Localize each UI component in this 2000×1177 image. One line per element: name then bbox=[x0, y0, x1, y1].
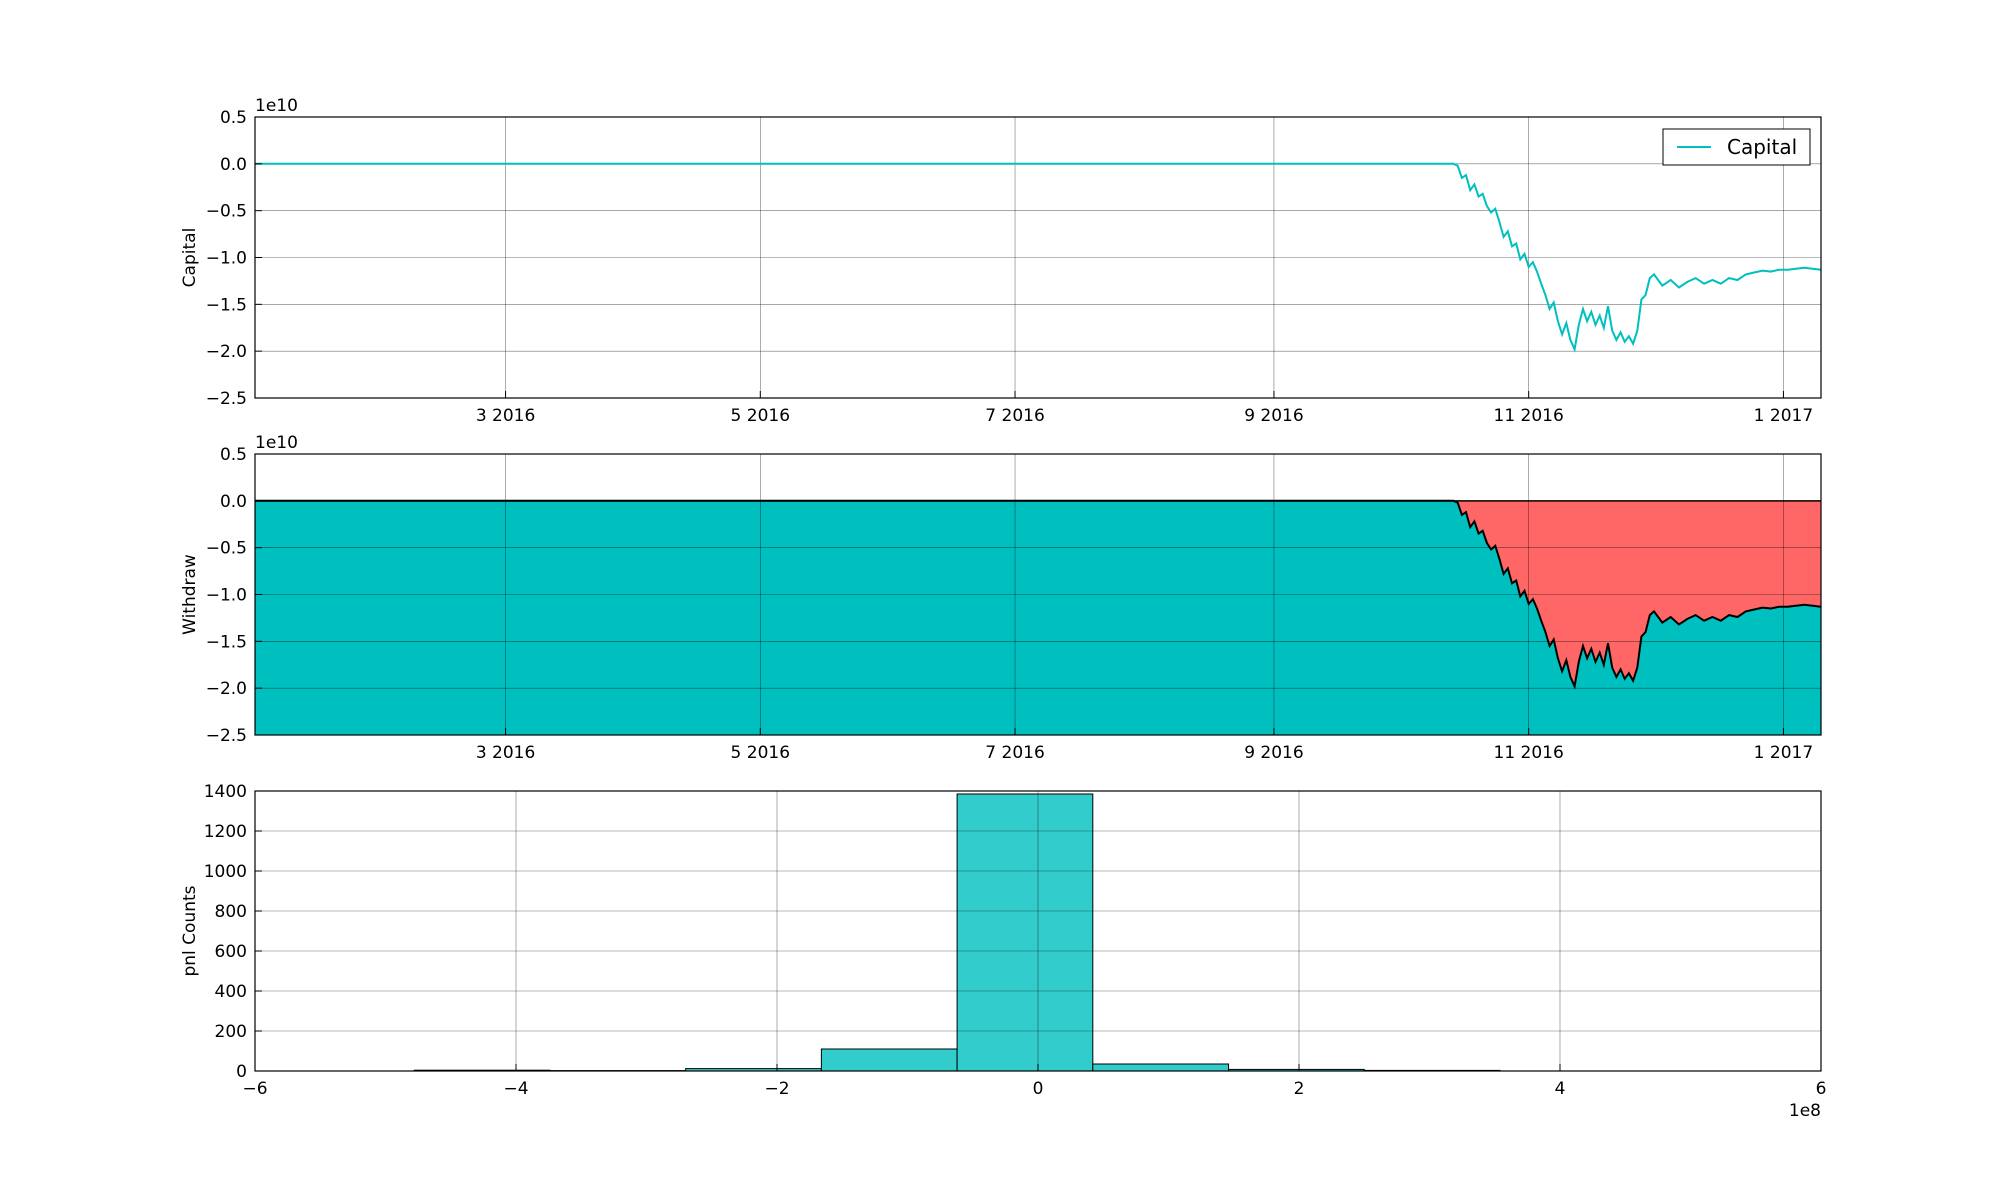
p2-xtick-label-3: 9 2016 bbox=[1244, 743, 1303, 763]
p3-xtick-label-0: −6 bbox=[242, 1079, 267, 1099]
capital-ticks: 0.5 0.0 −0.5 −1.0 −1.5 −2.0 −2.5 3 2016 5 2016 7 … bbox=[206, 108, 1813, 426]
p1-ytick-label-4: −1.5 bbox=[206, 295, 247, 315]
p1-ytick-label-6: −2.5 bbox=[206, 389, 247, 409]
capital-grid bbox=[255, 116, 1821, 399]
withdraw-ylabel: Withdraw bbox=[180, 554, 200, 635]
p2-xtick-label-1: 5 2016 bbox=[731, 743, 790, 763]
p1-xtick-label-0: 3 2016 bbox=[476, 406, 535, 426]
capital-series-line bbox=[255, 162, 1822, 353]
p3-ytick-label-3: 600 bbox=[215, 942, 247, 962]
p2-ytick-label-0: 0.5 bbox=[220, 445, 247, 465]
withdraw-series-line bbox=[255, 499, 1822, 690]
withdraw-fill-above bbox=[255, 500, 1821, 687]
withdraw-chart: 0.5 0.0 −0.5 −1.0 −1.5 −2.0 −2.5 3 2016 5 2016 7 … bbox=[180, 433, 1822, 763]
p3-xtick-label-5: 4 bbox=[1555, 1079, 1566, 1099]
p3-xtick-label-1: −4 bbox=[503, 1079, 528, 1099]
legend-label-capital: Capital bbox=[1727, 135, 1797, 159]
p2-xtick-label-5: 1 2017 bbox=[1754, 743, 1813, 763]
p3-ytick-label-5: 1000 bbox=[204, 862, 247, 882]
p1-xtick-label-4: 11 2016 bbox=[1494, 406, 1564, 426]
p2-xtick-label-0: 3 2016 bbox=[476, 743, 535, 763]
pnl-ticks: 0 200 400 600 800 1000 1200 1400 −6 −4 −2 0 2 4 6 bbox=[204, 782, 1827, 1099]
capital-ylabel: Capital bbox=[180, 228, 200, 288]
withdraw-ticks: 0.5 0.0 −0.5 −1.0 −1.5 −2.0 −2.5 3 2016 5 2016 7 … bbox=[206, 445, 1813, 763]
pnl-bar-3 bbox=[820, 1048, 958, 1072]
p2-ytick-label-5: −2.0 bbox=[206, 679, 247, 699]
capital-chart: 0.5 0.0 −0.5 −1.0 −1.5 −2.0 −2.5 3 2016 5 2016 7 … bbox=[180, 96, 1822, 426]
capital-legend: Capital bbox=[1662, 128, 1811, 166]
p1-xtick-label-2: 7 2016 bbox=[985, 406, 1044, 426]
p2-ytick-label-1: 0.0 bbox=[220, 492, 247, 512]
pnl-bars bbox=[413, 793, 1501, 1072]
p1-xtick-label-1: 5 2016 bbox=[731, 406, 790, 426]
pnl-ylabel: pnl Counts bbox=[180, 885, 200, 976]
p3-ytick-label-2: 400 bbox=[215, 982, 247, 1002]
capital-marks bbox=[255, 162, 1822, 353]
p2-ytick-label-2: −0.5 bbox=[206, 539, 247, 559]
legend-box bbox=[1662, 128, 1811, 166]
pnl-bar-4 bbox=[956, 793, 1094, 1072]
p1-ytick-label-0: 0.5 bbox=[220, 108, 247, 128]
p3-ytick-label-0: 0 bbox=[236, 1062, 247, 1082]
pnl-grid bbox=[254, 790, 1822, 1072]
pnl-bar-5 bbox=[1092, 1063, 1230, 1072]
p1-ytick-label-1: 0.0 bbox=[220, 155, 247, 175]
withdraw-offset-text: 1e10 bbox=[255, 433, 298, 453]
p3-ytick-label-7: 1400 bbox=[204, 782, 247, 802]
p2-ytick-label-3: −1.0 bbox=[206, 586, 247, 606]
p2-xtick-label-4: 11 2016 bbox=[1494, 743, 1564, 763]
p3-xtick-label-6: 6 bbox=[1816, 1079, 1827, 1099]
p3-ytick-label-6: 1200 bbox=[204, 822, 247, 842]
p1-xtick-label-3: 9 2016 bbox=[1244, 406, 1303, 426]
withdraw-fill-below bbox=[255, 500, 1821, 735]
p1-ytick-label-2: −0.5 bbox=[206, 202, 247, 222]
p2-ytick-label-4: −1.5 bbox=[206, 632, 247, 652]
p3-ytick-label-1: 200 bbox=[215, 1022, 247, 1042]
pnl-offset-text: 1e8 bbox=[1789, 1101, 1821, 1121]
p3-xtick-label-2: −2 bbox=[764, 1079, 789, 1099]
capital-offset-text: 1e10 bbox=[255, 96, 298, 116]
p3-ytick-label-4: 800 bbox=[215, 902, 247, 922]
p3-xtick-label-3: 0 bbox=[1033, 1079, 1044, 1099]
p2-ytick-label-6: −2.5 bbox=[206, 726, 247, 746]
p3-xtick-label-4: 2 bbox=[1294, 1079, 1305, 1099]
p1-xtick-label-5: 1 2017 bbox=[1754, 406, 1813, 426]
p1-ytick-label-3: −1.0 bbox=[206, 249, 247, 269]
p1-ytick-label-5: −2.0 bbox=[206, 342, 247, 362]
p2-xtick-label-2: 7 2016 bbox=[985, 743, 1044, 763]
